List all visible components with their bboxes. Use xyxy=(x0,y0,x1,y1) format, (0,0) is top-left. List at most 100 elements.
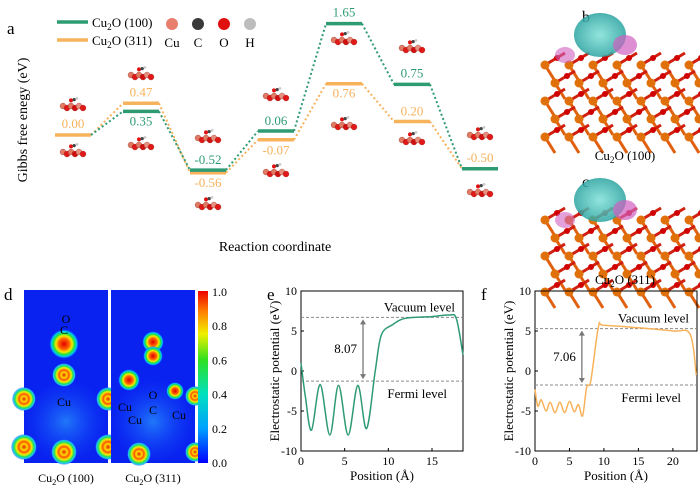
atom-icon xyxy=(143,66,147,69)
o-atom-icon xyxy=(554,282,560,288)
atom-icon xyxy=(147,73,155,81)
intermediate-structure-image xyxy=(330,31,358,46)
charge-isosurface xyxy=(574,178,626,222)
cu-atom-icon xyxy=(540,60,550,70)
density-spot xyxy=(12,387,36,411)
atom-label: O xyxy=(62,312,71,326)
vacuum-level-label: Vacuum level xyxy=(384,299,456,314)
atom-icon xyxy=(486,133,494,141)
intermediate-structure-image xyxy=(127,136,155,151)
cu-atom-icon xyxy=(598,114,608,124)
x-tick-label: 0 xyxy=(298,454,304,468)
intermediate-structure-image xyxy=(398,131,426,146)
cu-atom-icon xyxy=(550,78,560,88)
connector-line xyxy=(361,83,395,123)
atom-icon xyxy=(350,38,358,46)
cu-atom-icon xyxy=(670,233,680,243)
o-atom-icon xyxy=(588,109,594,115)
atom-label: Cu xyxy=(57,395,71,409)
cu-atom-icon xyxy=(622,233,632,243)
fermi-level-label: Fermi level xyxy=(621,390,681,405)
cu-atom-icon xyxy=(540,215,550,225)
atom-legend-label: C xyxy=(194,35,203,50)
cu-atom-icon xyxy=(550,114,560,124)
cu-atom-icon xyxy=(588,287,598,297)
o-atom-icon xyxy=(674,282,680,288)
cu-atom-icon xyxy=(574,78,584,88)
x-tick-label: 10 xyxy=(382,454,394,468)
atom-icon xyxy=(214,136,222,144)
cu-atom-icon xyxy=(622,114,632,124)
cu2o-100-structure-image xyxy=(540,13,700,154)
atom-icon xyxy=(207,130,211,134)
o-atom-icon xyxy=(564,109,570,115)
cu-atom-icon xyxy=(670,78,680,88)
density-spot xyxy=(52,363,76,387)
atom-icon xyxy=(340,32,344,37)
x-tick-label: 15 xyxy=(632,454,644,468)
atom-icon xyxy=(272,88,276,93)
density-spot xyxy=(166,382,184,400)
y-tick-label: 10 xyxy=(285,284,297,298)
o-atom-icon xyxy=(588,228,594,234)
connector-line xyxy=(225,139,259,174)
atom-icon xyxy=(482,126,486,129)
atom-icon xyxy=(140,137,144,141)
o-atom-icon xyxy=(612,228,618,234)
atom-icon xyxy=(282,170,290,178)
o-atom-icon xyxy=(602,246,608,252)
cu-atom-icon xyxy=(574,269,584,279)
colorbar-tick-label: 0.0 xyxy=(212,456,227,470)
x-tick-label: 15 xyxy=(426,454,438,468)
gibbs-energy-diagram: Cu2O (100)Cu2O (311) Cu C O H Gibbs free eneg… xyxy=(16,5,498,255)
legend-label: Cu2O (311) xyxy=(92,33,152,50)
o-atom-icon xyxy=(602,127,608,133)
cu-atom-icon xyxy=(636,215,646,225)
o-atom-icon xyxy=(636,264,642,270)
cu-atom-icon xyxy=(684,215,694,225)
cu-atom-icon xyxy=(540,251,550,261)
vacuum-level-label: Vacuum level xyxy=(618,311,690,326)
x-tick-label: 5 xyxy=(566,454,572,468)
charge-isosurface xyxy=(555,212,575,228)
atom-icon xyxy=(476,127,480,132)
cu-atom-icon xyxy=(574,114,584,124)
structure-label: Cu2O (311) xyxy=(595,272,655,289)
atom-label: Cu xyxy=(172,408,186,422)
cu-atom-icon xyxy=(684,251,694,261)
cu-atom-icon xyxy=(684,287,694,297)
density-spot xyxy=(11,434,37,460)
atom-icon xyxy=(147,143,155,151)
cu-atom-icon xyxy=(540,132,550,142)
atom-icon xyxy=(411,132,415,136)
data-label: 0.06 xyxy=(265,113,288,128)
cu-atom-icon xyxy=(684,132,694,142)
atom-legend-label: H xyxy=(245,35,254,50)
connector-line xyxy=(293,83,327,141)
cu-atom-icon xyxy=(660,60,670,70)
potential-curve xyxy=(300,313,464,436)
o-atom-icon xyxy=(660,73,666,79)
atom-icon xyxy=(79,150,87,158)
data-label: -0.07 xyxy=(262,143,290,158)
colorbar-tick-label: 0.2 xyxy=(212,422,227,436)
data-label: -0.52 xyxy=(194,152,221,167)
atom-label: O xyxy=(149,388,158,402)
density-spot xyxy=(143,346,163,366)
colorbar-tick-label: 0.4 xyxy=(212,388,227,402)
atom-icon xyxy=(408,40,412,45)
o-atom-icon xyxy=(650,127,656,133)
cu-atom-icon xyxy=(670,114,680,124)
atom-legend-label: Cu xyxy=(164,35,180,50)
cu-atom-icon xyxy=(540,96,550,106)
intermediate-structure-image xyxy=(262,163,290,178)
o-atom-icon xyxy=(660,109,666,115)
intermediate-structure-image xyxy=(194,196,222,211)
atom-icon xyxy=(479,184,483,188)
o-atom-icon xyxy=(554,91,560,97)
cu-atom-icon xyxy=(636,287,646,297)
cu-atom-icon xyxy=(694,269,700,279)
o-atom-icon xyxy=(578,91,584,97)
density-spot xyxy=(51,439,77,465)
